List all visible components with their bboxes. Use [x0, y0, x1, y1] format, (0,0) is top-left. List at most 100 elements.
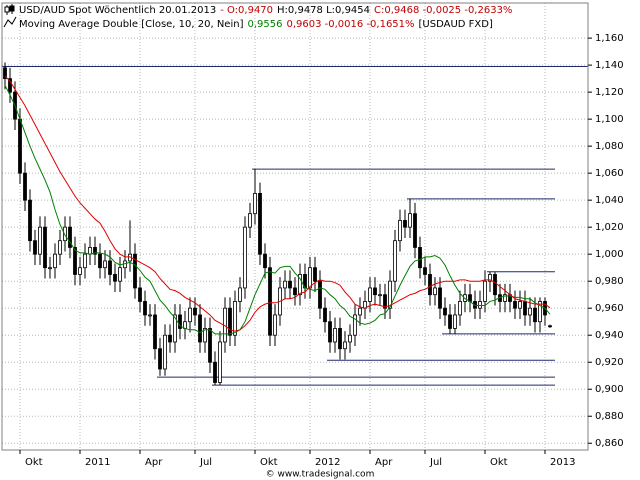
- candle-body: [488, 274, 492, 282]
- candle-body: [413, 213, 417, 248]
- candle-body: [408, 213, 412, 228]
- y-tick-label: 0,880: [595, 411, 624, 422]
- candle-body: [393, 240, 397, 282]
- candle-body: [483, 280, 487, 302]
- candle-body: [103, 260, 107, 269]
- candle-body: [78, 267, 82, 275]
- candle-body: [298, 274, 302, 296]
- candle-body: [343, 341, 347, 350]
- candle-body: [308, 267, 312, 289]
- x-tick-label: Okt: [260, 457, 278, 468]
- info-line: USD/AUD Spot Wöchentlich 20.01.2013 - O:0…: [19, 5, 512, 16]
- x-tick-label: Jul: [199, 457, 212, 468]
- candle-body: [93, 247, 97, 255]
- candle-body: [423, 267, 427, 275]
- candle-body: [258, 193, 262, 255]
- candle-body: [18, 118, 22, 174]
- candle-body: [523, 301, 527, 316]
- candle-body: [108, 260, 112, 275]
- plot-layer: [2, 62, 588, 386]
- y-tick-label: 1,120: [595, 87, 624, 98]
- candle-body: [23, 172, 27, 201]
- candle-body: [198, 314, 202, 343]
- y-tick-label: 1,080: [595, 141, 624, 152]
- grid-layer: [2, 3, 588, 450]
- x-tick-label: 2011: [85, 457, 110, 468]
- candle-body: [378, 294, 382, 297]
- candle-body: [218, 341, 222, 383]
- candle-body: [28, 199, 32, 242]
- candle-body: [48, 267, 52, 270]
- candle-body: [43, 226, 47, 269]
- candle-body: [388, 280, 392, 309]
- y-tick-label: 1,060: [595, 168, 624, 179]
- x-tick-label: Okt: [490, 457, 508, 468]
- candle-body: [538, 301, 542, 323]
- candle-body: [328, 321, 332, 343]
- x-tick-label: 2013: [550, 457, 575, 468]
- info-part: USD/AUD Spot Wöchentlich 20.01.2013: [19, 5, 216, 16]
- y-tick-label: 0,980: [595, 276, 624, 287]
- candle-body: [313, 267, 317, 282]
- candle-body: [348, 334, 352, 343]
- candle-body: [448, 314, 452, 329]
- info-part: 0,9556: [247, 19, 282, 30]
- candle-body: [168, 334, 172, 343]
- x-tick-label: Jul: [429, 457, 442, 468]
- candle-body: [3, 67, 7, 80]
- y-tick-label: 0,920: [595, 357, 624, 368]
- candle-body: [143, 301, 147, 316]
- candle-body: [58, 240, 62, 255]
- candle-body: [443, 307, 447, 316]
- info-part: C:0,9468 -0,0025 -0,2633%: [374, 5, 512, 16]
- candle-body: [8, 78, 12, 93]
- y-tick-label: 1,040: [595, 195, 624, 206]
- candle-body: [398, 220, 402, 242]
- candle-body: [228, 307, 232, 336]
- candle-body: [208, 328, 212, 363]
- candle-body: [153, 314, 157, 350]
- candle-body: [318, 280, 322, 309]
- candle-body: [233, 301, 237, 336]
- candle-body: [203, 328, 207, 343]
- candle-body: [163, 334, 167, 370]
- candle-body: [243, 226, 247, 289]
- candle-body: [368, 287, 372, 302]
- candle-body: [83, 253, 87, 269]
- candle-body: [68, 226, 72, 248]
- candle-body: [478, 301, 482, 309]
- candle-body: [438, 287, 442, 309]
- candle-body: [323, 307, 327, 323]
- info-part: Moving Average Double [Close, 10, 20, Ne…: [19, 19, 244, 30]
- x-tick-label: Apr: [375, 457, 393, 468]
- candle-body: [188, 307, 192, 323]
- candle-body: [148, 314, 152, 317]
- candle-body: [138, 287, 142, 302]
- header-icon-1: [4, 4, 15, 15]
- candle-body: [213, 361, 217, 383]
- y-tick-label: 1,140: [595, 60, 624, 71]
- candle-body: [33, 240, 37, 255]
- candle-body: [118, 267, 122, 282]
- candle-body: [253, 193, 257, 215]
- candle-body: [373, 287, 377, 296]
- candle-body: [358, 307, 362, 316]
- info-part: 0,9603 -0,0016 -0,1651%: [286, 19, 414, 30]
- candle-body: [428, 274, 432, 296]
- candle-body: [193, 307, 197, 316]
- y-tick-label: 0,940: [595, 330, 624, 341]
- y-tick-label: 0,960: [595, 303, 624, 314]
- x-tick-label: Okt: [25, 457, 43, 468]
- candle-body: [513, 301, 517, 309]
- info-part: - O:0,9470: [220, 5, 273, 16]
- candle-body: [98, 253, 102, 269]
- candle-body: [238, 287, 242, 302]
- info-line: Moving Average Double [Close, 10, 20, Ne…: [19, 19, 493, 30]
- y-tick-label: 1,020: [595, 222, 624, 233]
- candle-body: [533, 307, 537, 323]
- candle-body: [403, 220, 407, 228]
- header-icon-2: [3, 16, 17, 28]
